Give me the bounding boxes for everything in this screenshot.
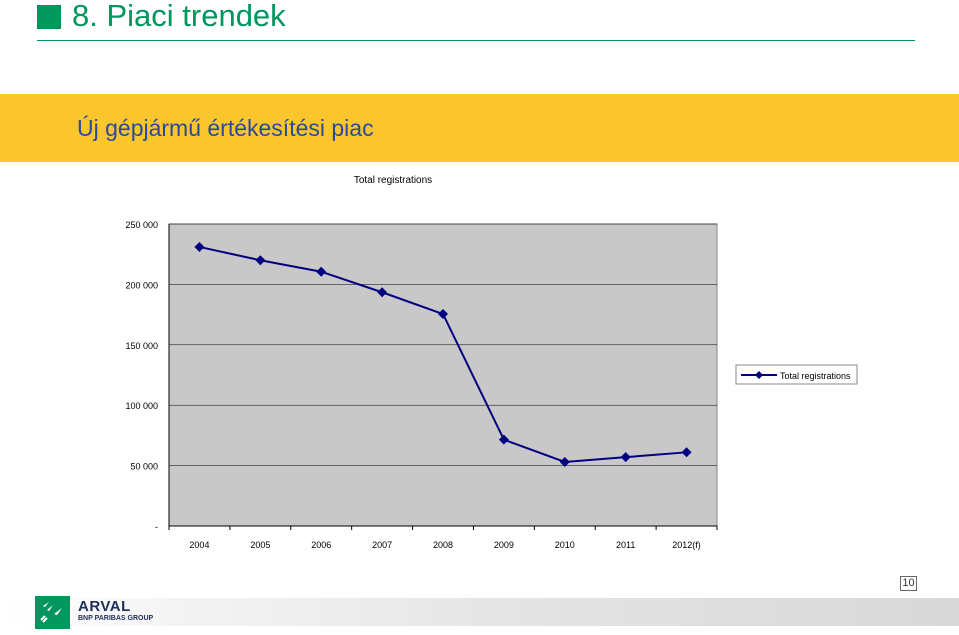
legend-marker: [755, 371, 763, 379]
footer-bar: [0, 598, 959, 626]
y-tick-label: 250 000: [125, 220, 158, 230]
x-tick-label: 2007: [372, 540, 392, 550]
title-bullet-square: [37, 5, 61, 29]
plot-area: [168, 223, 718, 527]
registrations-line-chart: Total registrations 250 000 200 000 150 000…: [125, 175, 858, 550]
data-point-marker: [255, 255, 266, 266]
y-tick-label: -: [155, 522, 158, 532]
section-banner: [0, 94, 959, 162]
data-point-marker: [498, 434, 509, 445]
x-tick-label: 2004: [189, 540, 209, 550]
data-point-marker: [620, 452, 631, 463]
page-number: 10: [900, 576, 917, 591]
x-tick-label: 2008: [433, 540, 453, 550]
y-tick-label: 100 000: [125, 401, 158, 411]
logo-wordmark: ARVAL: [78, 598, 131, 615]
data-point-marker: [438, 308, 448, 319]
data-point-marker: [316, 266, 327, 277]
x-tick-label: 2005: [250, 540, 270, 550]
chart-title: Total registrations: [354, 175, 432, 186]
section-banner-text: Új gépjármű értékesítési piac: [77, 115, 374, 141]
x-tick-label: 2010: [555, 540, 575, 550]
legend-box: [735, 364, 858, 385]
arval-logo-icon: [35, 596, 70, 629]
y-tick-label: 200 000: [125, 280, 158, 290]
logo-subtitle: BNP PARIBAS GROUP: [78, 615, 154, 622]
data-point-marker: [559, 456, 570, 467]
x-tick-label: 2009: [494, 540, 514, 550]
x-tick-label: 2011: [616, 540, 635, 550]
y-tick-label: 150 000: [125, 341, 158, 351]
title-divider: [37, 40, 915, 41]
x-tick-label: 2012(f): [672, 540, 701, 550]
y-tick-label: 50 000: [130, 462, 158, 472]
legend-label: Total registrations: [780, 371, 851, 381]
data-point-marker: [681, 447, 692, 458]
x-tick-label: 2006: [311, 540, 331, 550]
data-point-marker: [377, 287, 388, 298]
slide-title: 8. Piaci trendek: [72, 0, 286, 33]
data-point-marker: [194, 241, 205, 252]
